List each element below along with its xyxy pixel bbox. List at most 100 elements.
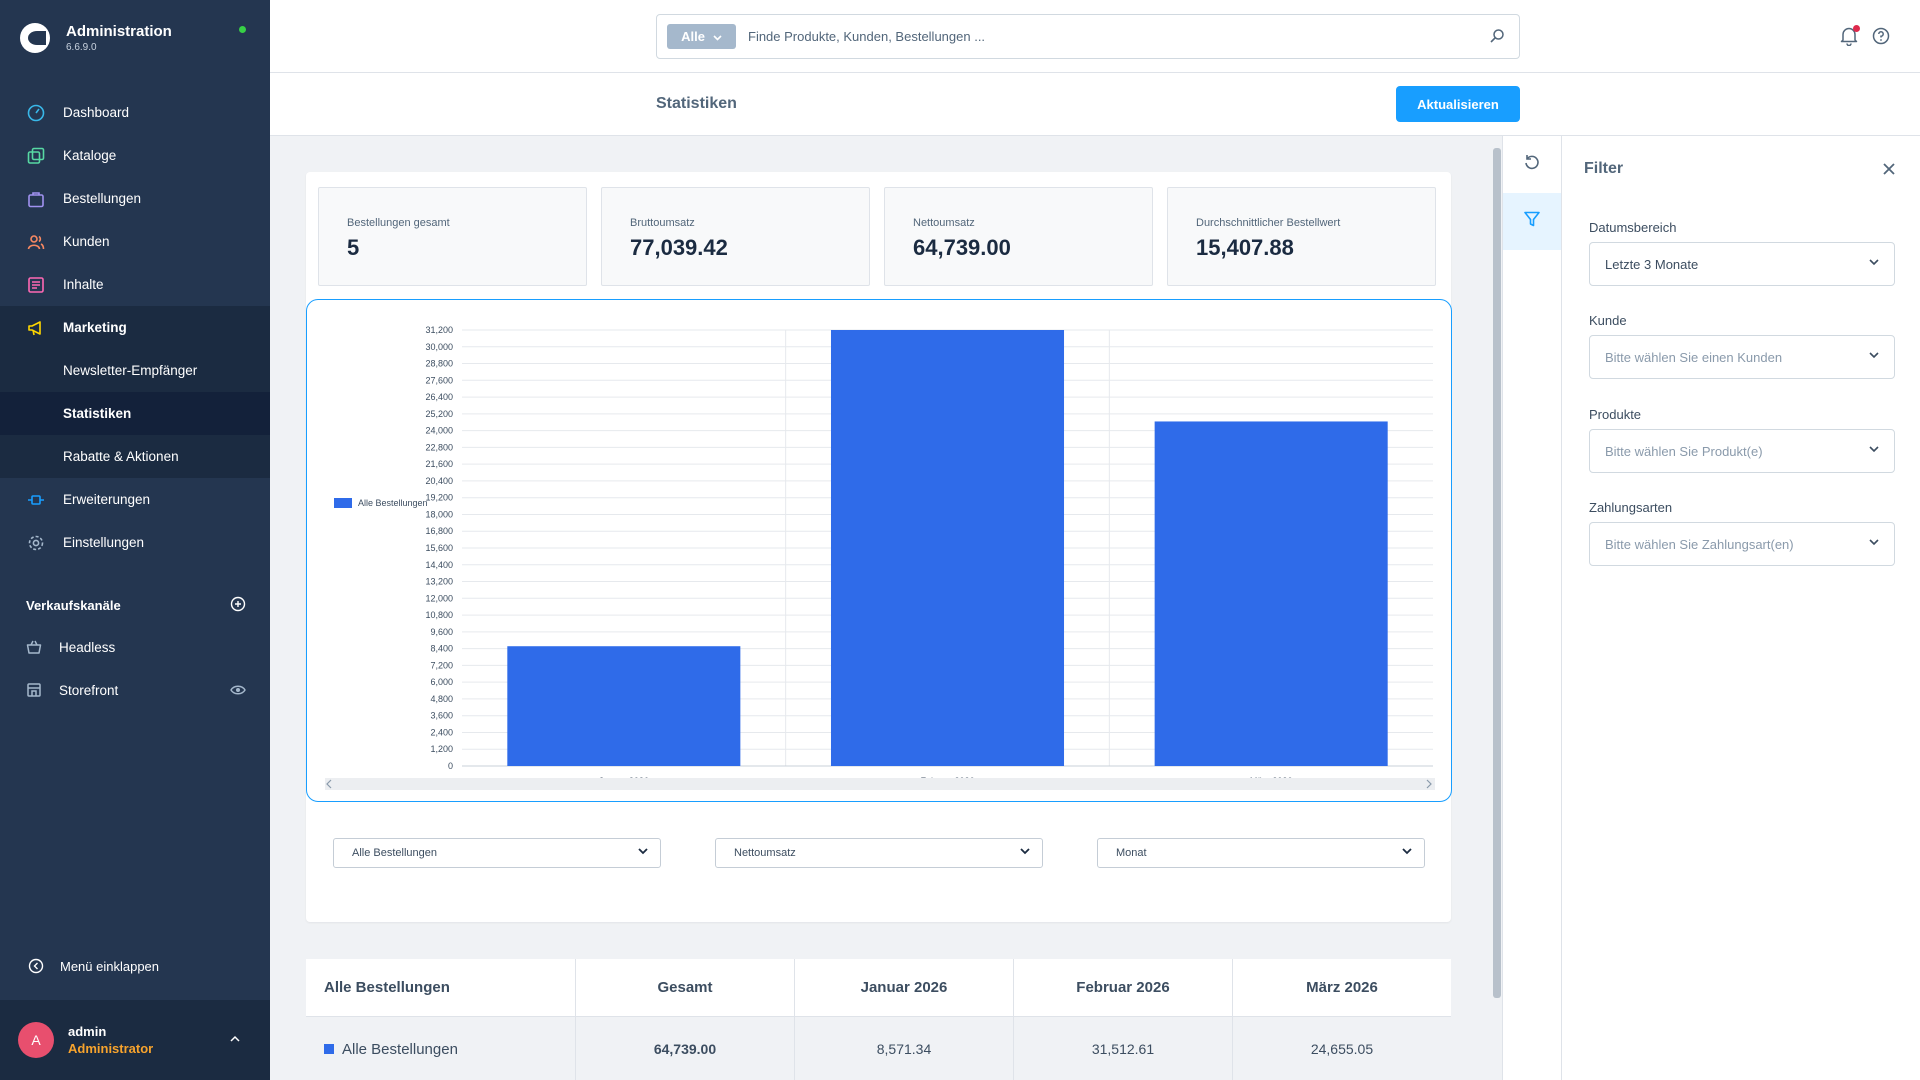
kpi-average-order-value: Durchschnittlicher Bestellwert 15,407.88 bbox=[1167, 187, 1436, 286]
scroll-right-icon bbox=[1426, 779, 1432, 789]
table-header: Alle Bestellungen Gesamt Januar 2026 Feb… bbox=[306, 959, 1451, 1017]
bag-icon bbox=[26, 189, 46, 209]
chevron-down-icon bbox=[1402, 848, 1412, 855]
sales-channel-label: Storefront bbox=[59, 682, 119, 698]
y-tick-label: 15,600 bbox=[425, 543, 453, 553]
online-status-dot bbox=[239, 26, 246, 33]
search-icon[interactable] bbox=[1489, 28, 1505, 44]
user-name: admin bbox=[68, 1024, 107, 1039]
sales-channel-label: Headless bbox=[59, 639, 116, 655]
catalog-icon bbox=[26, 146, 46, 166]
filter-tool[interactable] bbox=[1503, 193, 1561, 250]
kpi-value: 5 bbox=[347, 235, 360, 260]
sales-channels-title: Verkaufskanäle bbox=[26, 598, 121, 613]
chevron-up-icon[interactable] bbox=[230, 1035, 240, 1043]
bar bbox=[507, 646, 741, 766]
kpi-label: Durchschnittlicher Bestellwert bbox=[1196, 217, 1341, 229]
y-tick-label: 0 bbox=[448, 761, 453, 771]
collapse-menu-button[interactable]: Menü einklappen bbox=[28, 958, 159, 974]
sidebar-subitem-statistics[interactable]: Statistiken bbox=[0, 392, 270, 435]
sidebar-item-marketing[interactable]: Marketing bbox=[0, 306, 270, 349]
y-tick-label: 6,000 bbox=[430, 677, 453, 687]
row-label-cell: Alle Bestellungen bbox=[306, 1017, 575, 1080]
basket-icon bbox=[26, 639, 44, 655]
kpi-gross-revenue: Bruttoumsatz 77,039.42 bbox=[601, 187, 870, 286]
y-tick-label: 30,000 bbox=[425, 342, 453, 352]
kpi-label: Nettoumsatz bbox=[913, 217, 975, 229]
y-tick-label: 2,400 bbox=[430, 727, 453, 737]
y-tick-label: 24,000 bbox=[425, 426, 453, 436]
sidebar-item-dashboard[interactable]: Dashboard bbox=[0, 91, 270, 134]
content-scrollbar[interactable] bbox=[1491, 136, 1503, 1080]
filter-panel: Filter Datumsbereich Letzte 3 Monate Kun… bbox=[1562, 136, 1920, 1080]
y-tick-label: 16,800 bbox=[425, 526, 453, 536]
kpi-net-revenue: Nettoumsatz 64,739.00 bbox=[884, 187, 1153, 286]
total-cell: 64,739.00 bbox=[575, 1017, 794, 1080]
kpi-label: Bestellungen gesamt bbox=[347, 217, 450, 229]
bar bbox=[1154, 421, 1388, 766]
brand[interactable]: Administration 6.6.9.0 bbox=[0, 0, 270, 75]
search-type-select[interactable]: Alle bbox=[667, 24, 736, 49]
add-sales-channel-icon[interactable] bbox=[230, 596, 246, 615]
bell-icon[interactable] bbox=[1840, 26, 1858, 46]
sales-channel-storefront[interactable]: Storefront bbox=[26, 675, 246, 705]
sidebar-item-label: Einstellungen bbox=[63, 535, 145, 550]
payment-methods-select[interactable]: Bitte wählen Sie Zahlungsart(en) bbox=[1589, 522, 1895, 566]
legend-label: Alle Bestellungen bbox=[358, 498, 428, 508]
chevron-down-icon bbox=[1869, 539, 1879, 546]
table-row: Alle Bestellungen 64,739.00 8,571.34 31,… bbox=[306, 1017, 1451, 1080]
statistics-table: Alle Bestellungen Gesamt Januar 2026 Feb… bbox=[306, 959, 1451, 1080]
sidebar-item-extensions[interactable]: Erweiterungen bbox=[0, 478, 270, 521]
date-range-select[interactable]: Letzte 3 Monate bbox=[1589, 242, 1895, 286]
bar bbox=[830, 330, 1065, 766]
products-select[interactable]: Bitte wählen Sie Produkt(e) bbox=[1589, 429, 1895, 473]
period-select-value: Monat bbox=[1116, 847, 1147, 859]
products-label: Produkte bbox=[1589, 407, 1642, 422]
reset-tool[interactable] bbox=[1503, 136, 1561, 193]
app-title: Administration bbox=[66, 22, 172, 40]
customer-select[interactable]: Bitte wählen Sie einen Kunden bbox=[1589, 335, 1895, 379]
chevron-down-icon bbox=[1869, 259, 1879, 266]
megaphone-icon bbox=[26, 318, 46, 338]
column-header: Februar 2026 bbox=[1013, 959, 1232, 1016]
storefront-icon bbox=[26, 682, 44, 698]
filter-icon bbox=[1523, 210, 1541, 233]
search-input[interactable] bbox=[748, 29, 1468, 44]
metric-select[interactable]: Nettoumsatz bbox=[715, 838, 1043, 868]
y-tick-label: 25,200 bbox=[425, 409, 453, 419]
y-tick-label: 20,400 bbox=[425, 476, 453, 486]
chevron-down-icon bbox=[638, 848, 648, 855]
sidebar-item-content[interactable]: Inhalte bbox=[0, 263, 270, 306]
period-select[interactable]: Monat bbox=[1097, 838, 1425, 868]
sidebar-subitem-newsletter[interactable]: Newsletter-Empfänger bbox=[0, 349, 270, 392]
date-range-value: Letzte 3 Monate bbox=[1605, 256, 1699, 272]
legend-swatch bbox=[334, 498, 352, 508]
y-tick-label: 12,000 bbox=[425, 593, 453, 603]
user-menu[interactable]: A admin Administrator bbox=[0, 1000, 270, 1080]
shopware-logo-icon bbox=[20, 22, 50, 53]
plug-icon bbox=[26, 490, 46, 510]
page-title: Statistiken bbox=[656, 95, 737, 112]
search-type-label: Alle bbox=[681, 29, 705, 44]
help-icon[interactable] bbox=[1872, 27, 1890, 45]
top-bar: Alle bbox=[270, 0, 1920, 73]
refresh-button[interactable]: Aktualisieren bbox=[1396, 86, 1520, 122]
series-select[interactable]: Alle Bestellungen bbox=[333, 838, 661, 868]
chevron-left-circle-icon bbox=[28, 958, 44, 974]
y-tick-label: 7,200 bbox=[430, 660, 453, 670]
close-icon[interactable] bbox=[1882, 162, 1896, 176]
sidebar-item-settings[interactable]: Einstellungen bbox=[0, 521, 270, 564]
sidebar: Administration 6.6.9.0 Dashboard Katalog… bbox=[0, 0, 270, 1080]
sidebar-item-orders[interactable]: Bestellungen bbox=[0, 177, 270, 220]
statistics-card: Bestellungen gesamt 5 Bruttoumsatz 77,03… bbox=[306, 172, 1452, 922]
column-header: Januar 2026 bbox=[794, 959, 1013, 1016]
sales-channel-headless[interactable]: Headless bbox=[26, 632, 246, 662]
kpi-value: 15,407.88 bbox=[1196, 235, 1294, 260]
app-version: 6.6.9.0 bbox=[66, 41, 97, 53]
revenue-chart: 0 1,200 2,400 3,600 4,800 6,000 7,200 8,400 9,60… bbox=[306, 299, 1452, 802]
scrollbar-thumb[interactable] bbox=[1493, 148, 1501, 998]
sidebar-item-customers[interactable]: Kunden bbox=[0, 220, 270, 263]
eye-icon[interactable] bbox=[230, 684, 246, 696]
sidebar-subitem-promotions[interactable]: Rabatte & Aktionen bbox=[0, 435, 270, 478]
sidebar-item-catalogues[interactable]: Kataloge bbox=[0, 134, 270, 177]
